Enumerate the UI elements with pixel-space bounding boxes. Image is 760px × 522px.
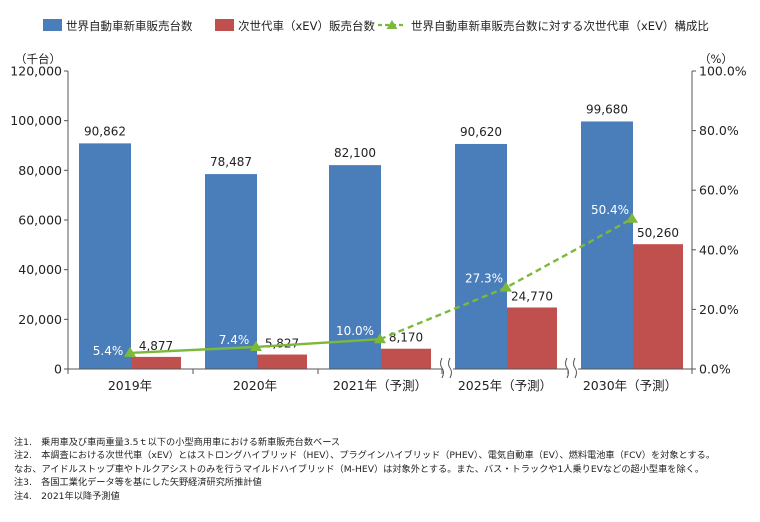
right-axis: （%） 0.0% 20.0% 40.0% 60.0% 80.0% 100.0% [691, 52, 747, 377]
x-axis-category-label: 2030年（予測） [583, 378, 677, 393]
legend-label-total: 世界自動車新車販売台数 [66, 19, 193, 33]
ratio-point-label: 7.4% [219, 333, 250, 347]
axis-break-1-left [440, 357, 444, 379]
note-1: 注1. 乗用車及び車両重量3.5ｔ以下の小型商用車における新車販売台数ベース [14, 437, 341, 448]
left-axis-unit: （千台） [15, 52, 61, 66]
right-axis-tick-label: 80.0% [699, 123, 739, 138]
legend-swatch-total [43, 19, 62, 31]
bar-total [205, 174, 257, 369]
bar-series: 90,8624,87778,4875,82782,1008,17090,6202… [79, 102, 683, 369]
bar-total-label: 99,680 [586, 102, 628, 116]
axis-break-2-left [565, 357, 569, 379]
axis-break-1-right [448, 357, 452, 379]
bar-total-label: 90,862 [84, 124, 126, 138]
right-axis-tick-label: 60.0% [699, 183, 739, 198]
x-axis: 2019年 2020年 2021年（予測） 2025年（予測） 2030年（予測） [67, 357, 693, 393]
legend-marker-ratio [386, 20, 398, 29]
bar-total [455, 143, 507, 369]
bar-xev-label: 50,260 [637, 226, 679, 240]
left-axis-tick-label: 40,000 [18, 262, 62, 277]
legend-label-xev: 次世代車（xEV）販売台数 [238, 19, 375, 33]
right-axis-unit: （%） [699, 52, 733, 66]
right-axis-tick-label: 20.0% [699, 302, 739, 317]
ratio-point [500, 281, 512, 292]
ratio-point [124, 346, 136, 357]
bar-xev-label: 8,170 [389, 331, 423, 345]
right-axis-tick-label: 40.0% [699, 242, 739, 257]
bar-xev [257, 354, 307, 369]
bar-xev [633, 244, 683, 369]
x-axis-category-label: 2025年（予測） [458, 378, 552, 393]
bar-xev [507, 307, 557, 369]
ratio-line-series: 5.4% 7.4% 10.0% 27.3% 50.4% [93, 203, 638, 358]
ratio-point-label: 5.4% [93, 344, 124, 358]
bar-xev [131, 356, 181, 369]
right-axis-tick-label: 0.0% [699, 362, 731, 377]
ratio-point-label: 50.4% [591, 203, 629, 217]
bar-total-label: 78,487 [210, 155, 252, 169]
note-2: 注2. 本調査における次世代車（xEV）とはストロングハイブリッド（HEV）、プ… [14, 450, 716, 462]
x-axis-category-label: 2019年 [108, 378, 152, 393]
x-axis-category-label: 2020年 [233, 378, 277, 393]
ratio-point-label: 27.3% [465, 272, 503, 286]
note-4: 注4. 2021年以降予測値 [14, 490, 120, 502]
bar-total-label: 90,620 [460, 125, 502, 139]
ratio-point [626, 212, 638, 223]
bar-total [581, 121, 633, 369]
left-axis-tick-label: 20,000 [18, 312, 62, 327]
legend-swatch-xev [215, 19, 234, 31]
legend: 世界自動車新車販売台数 次世代車（xEV）販売台数 世界自動車新車販売台数に対する次… [43, 19, 709, 33]
bar-xev [381, 348, 431, 369]
note-3: 注3. 各国工業化データ等を基にした矢野経済研究所推計値 [14, 477, 262, 489]
x-axis-category-label: 2021年（予測） [333, 378, 427, 393]
left-axis-tick-label: 120,000 [10, 64, 62, 79]
bar-total [79, 143, 131, 369]
footnotes: 注1. 乗用車及び車両重量3.5ｔ以下の小型商用車における新車販売台数ベース 注… [14, 436, 754, 503]
ratio-point [250, 340, 262, 351]
axis-break-2-right [573, 357, 577, 379]
ratio-line-forecast-part [379, 217, 633, 341]
left-axis: （千台） 0 20,000 40,000 60,000 80,000 100,000 120,… [10, 52, 69, 377]
left-axis-tick-label: 80,000 [18, 163, 62, 178]
left-axis-tick-label: 0 [54, 362, 62, 377]
combo-chart: 世界自動車新車販売台数 次世代車（xEV）販売台数 世界自動車新車販売台数に対する次… [10, 19, 747, 393]
bar-xev-label: 24,770 [511, 289, 553, 303]
note-2-continued: なお、アイドルストップ車やトルクアシストのみを行うマイルドハイブリッド（M-HE… [14, 463, 705, 475]
left-axis-tick-label: 100,000 [10, 113, 62, 128]
ratio-point-label: 10.0% [336, 324, 374, 338]
legend-label-ratio: 世界自動車新車販売台数に対する次世代車（xEV）構成比 [411, 19, 709, 33]
left-axis-tick-label: 60,000 [18, 213, 62, 228]
right-axis-tick-label: 100.0% [699, 64, 747, 79]
bar-total [329, 165, 381, 369]
ratio-point [374, 333, 386, 344]
bar-total-label: 82,100 [334, 146, 376, 160]
bar-xev-label: 4,877 [139, 339, 173, 353]
